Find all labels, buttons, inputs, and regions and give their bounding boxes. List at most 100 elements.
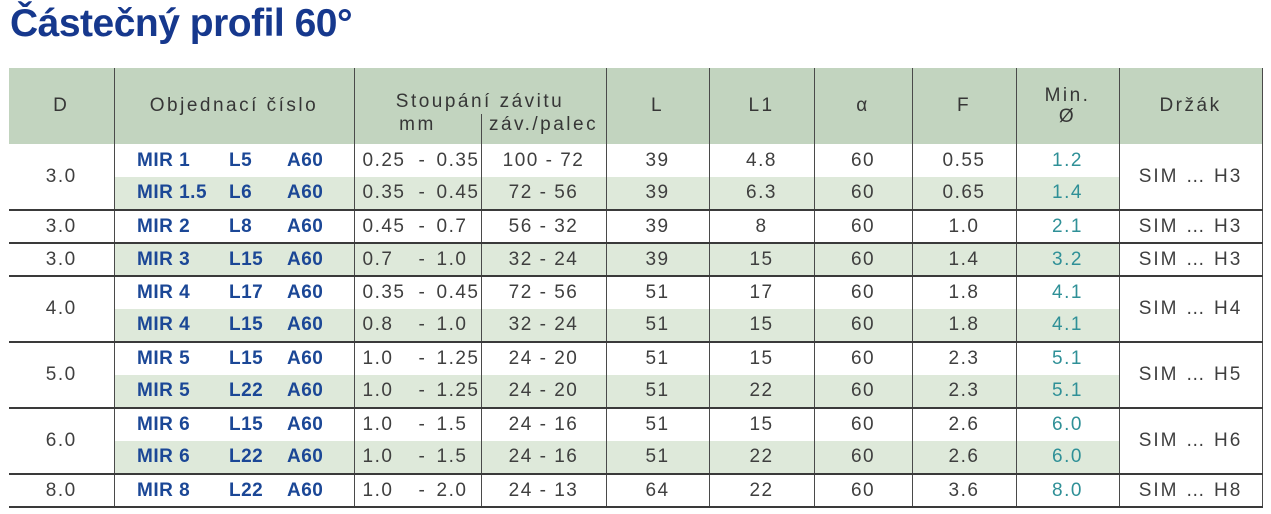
min-dia-value: 5.1 bbox=[1016, 341, 1120, 375]
pitch-tpi-range: 100 - 72 bbox=[481, 144, 607, 177]
l-value: 51 bbox=[606, 407, 710, 441]
pitch-mm-range: 0.8-1.0 bbox=[354, 309, 482, 342]
l-value: 39 bbox=[606, 209, 710, 243]
table-row: MIR 1.5 L6 A60 0.35-0.45 72 - 56 39 6.3 60… bbox=[9, 177, 1262, 210]
table-row: 8.0 MIR 8 L22 A60 1.0-2.0 24 - 13 64 22 60… bbox=[9, 473, 1263, 508]
min-label-line2: Ø bbox=[1058, 106, 1077, 127]
col-header-min-diameter: Min. Ø bbox=[1016, 68, 1120, 144]
order-number: MIR 1 L5 A60 bbox=[114, 144, 355, 177]
l1-value: 22 bbox=[709, 375, 815, 408]
alpha-value: 60 bbox=[814, 177, 913, 210]
l1-value: 17 bbox=[709, 275, 815, 309]
pitch-mm-range: 0.7-1.0 bbox=[354, 242, 482, 276]
l1-value: 15 bbox=[709, 341, 815, 375]
alpha-value: 60 bbox=[814, 441, 913, 474]
l-value: 51 bbox=[606, 375, 710, 408]
l1-value: 22 bbox=[709, 473, 815, 508]
alpha-value: 60 bbox=[814, 341, 913, 375]
order-number: MIR 8 L22 A60 bbox=[114, 473, 355, 508]
d-value: 3.0 bbox=[9, 209, 115, 243]
min-dia-value: 6.0 bbox=[1016, 407, 1120, 441]
d-value: 5.0 bbox=[9, 341, 115, 408]
pitch-mm-range: 1.0-1.5 bbox=[354, 441, 482, 474]
l-value: 39 bbox=[606, 177, 710, 210]
l-value: 51 bbox=[606, 275, 710, 309]
pitch-mm-range: 0.35-0.45 bbox=[354, 177, 482, 210]
f-value: 2.3 bbox=[912, 341, 1017, 375]
pitch-tpi-range: 24 - 16 bbox=[481, 441, 607, 474]
order-number: MIR 3 L15 A60 bbox=[114, 242, 355, 276]
l1-value: 8 bbox=[709, 209, 815, 243]
pitch-tpi-range: 24 - 16 bbox=[481, 407, 607, 441]
table-row: MIR 5 L22 A60 1.0-1.25 24 - 20 51 22 60 2.… bbox=[9, 375, 1262, 408]
l1-value: 15 bbox=[709, 407, 815, 441]
d-value: 3.0 bbox=[9, 242, 115, 276]
f-value: 2.3 bbox=[912, 375, 1017, 408]
min-label-line1: Min. bbox=[1044, 85, 1091, 106]
min-dia-value: 3.2 bbox=[1016, 242, 1120, 276]
l-value: 51 bbox=[606, 441, 710, 474]
min-dia-value: 4.1 bbox=[1016, 309, 1120, 342]
table-row: 3.0 MIR 1 L5 A60 0.25-0.35 100 - 72 39 4.8… bbox=[9, 144, 1263, 210]
holder-value: SIM … H5 bbox=[1119, 341, 1263, 408]
order-part-model: MIR 1 bbox=[137, 149, 191, 171]
l-value: 64 bbox=[606, 473, 710, 508]
f-value: 2.6 bbox=[912, 441, 1017, 474]
l1-value: 15 bbox=[709, 242, 815, 276]
col-subheader-mm: mm bbox=[354, 114, 482, 144]
pitch-tpi-range: 24 - 20 bbox=[481, 375, 607, 408]
alpha-value: 60 bbox=[814, 473, 913, 508]
order-part-length: L5 bbox=[229, 149, 253, 171]
min-dia-value: 4.1 bbox=[1016, 275, 1120, 309]
order-number: MIR 2 L8 A60 bbox=[114, 209, 355, 243]
holder-value: SIM … H6 bbox=[1119, 407, 1263, 474]
l-value: 51 bbox=[606, 309, 710, 342]
d-value: 3.0 bbox=[9, 144, 115, 210]
holder-value: SIM … H8 bbox=[1119, 473, 1263, 508]
min-dia-value: 5.1 bbox=[1016, 375, 1120, 408]
pitch-tpi-range: 32 - 24 bbox=[481, 242, 607, 276]
pitch-mm-range: 0.45-0.7 bbox=[354, 209, 482, 243]
pitch-mm-range: 0.35-0.45 bbox=[354, 275, 482, 309]
min-dia-value: 1.2 bbox=[1016, 144, 1120, 177]
alpha-value: 60 bbox=[814, 275, 913, 309]
min-dia-value: 2.1 bbox=[1016, 209, 1120, 243]
l-value: 39 bbox=[606, 144, 710, 177]
l1-value: 15 bbox=[709, 309, 815, 342]
col-header-order-number: Objednací číslo bbox=[114, 68, 355, 144]
table-row: 6.0 MIR 6 L15 A60 1.0-1.5 24 - 16 51 15 60… bbox=[9, 407, 1263, 474]
alpha-value: 60 bbox=[814, 209, 913, 243]
holder-value: SIM … H4 bbox=[1119, 275, 1263, 342]
f-value: 0.55 bbox=[912, 144, 1017, 177]
min-dia-value: 6.0 bbox=[1016, 441, 1120, 474]
order-number: MIR 5 L15 A60 bbox=[114, 341, 355, 375]
col-header-alpha: α bbox=[814, 68, 913, 144]
d-value: 6.0 bbox=[9, 407, 115, 474]
table-row: 3.0 MIR 3 L15 A60 0.7-1.0 32 - 24 39 15 60… bbox=[9, 242, 1263, 276]
product-table: D Objednací číslo Stoupání závitu L L1 α… bbox=[9, 68, 1263, 508]
pitch-mm-range: 1.0-1.25 bbox=[354, 375, 482, 408]
col-header-thread-pitch: Stoupání závitu bbox=[354, 68, 607, 114]
pitch-tpi-range: 72 - 56 bbox=[481, 177, 607, 210]
order-number: MIR 4 L17 A60 bbox=[114, 275, 355, 309]
l1-value: 4.8 bbox=[709, 144, 815, 177]
order-number: MIR 6 L15 A60 bbox=[114, 407, 355, 441]
f-value: 3.6 bbox=[912, 473, 1017, 508]
col-header-l1: L1 bbox=[709, 68, 815, 144]
d-value: 8.0 bbox=[9, 473, 115, 508]
alpha-value: 60 bbox=[814, 407, 913, 441]
order-number: MIR 6 L22 A60 bbox=[114, 441, 355, 474]
col-header-l: L bbox=[606, 68, 710, 144]
table-row: 3.0 MIR 2 L8 A60 0.45-0.7 56 - 32 39 8 60 … bbox=[9, 209, 1263, 243]
pitch-tpi-range: 24 - 20 bbox=[481, 341, 607, 375]
f-value: 2.6 bbox=[912, 407, 1017, 441]
alpha-value: 60 bbox=[814, 309, 913, 342]
l-value: 39 bbox=[606, 242, 710, 276]
order-part-angle: A60 bbox=[287, 149, 324, 171]
order-number: MIR 5 L22 A60 bbox=[114, 375, 355, 408]
table-row: MIR 4 L15 A60 0.8-1.0 32 - 24 51 15 60 1.8… bbox=[9, 309, 1262, 342]
pitch-mm-range: 1.0-1.5 bbox=[354, 407, 482, 441]
l-value: 51 bbox=[606, 341, 710, 375]
order-number: MIR 1.5 L6 A60 bbox=[114, 177, 355, 210]
pitch-mm-range: 0.25-0.35 bbox=[354, 144, 482, 177]
